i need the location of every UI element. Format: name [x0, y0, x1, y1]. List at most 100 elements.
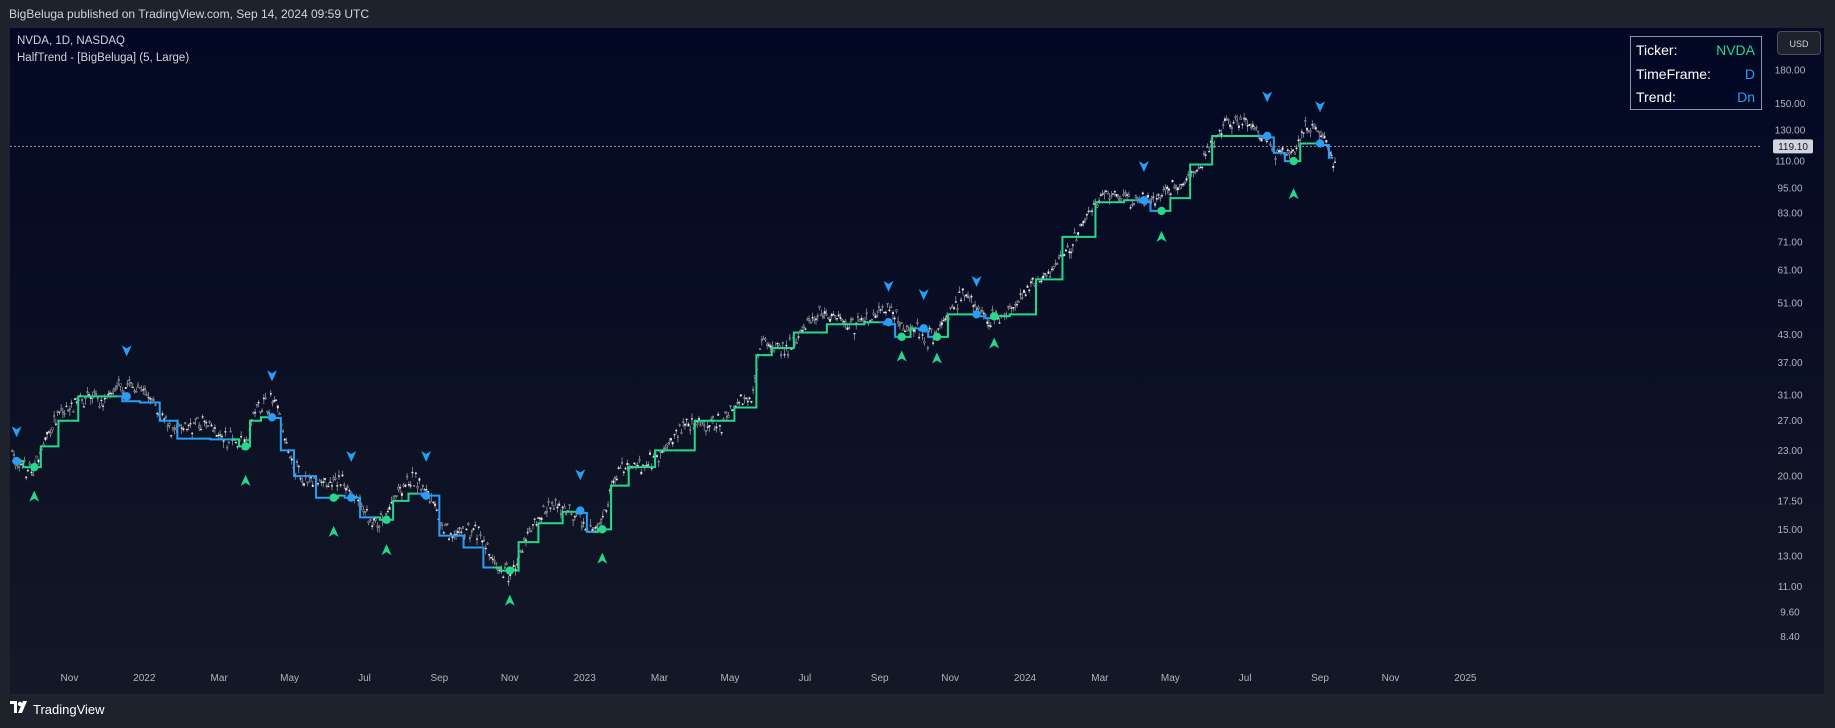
candle-body: [933, 331, 936, 334]
candle-body: [893, 317, 896, 320]
candle-body: [74, 398, 77, 400]
candle-body: [783, 353, 786, 356]
candle-body: [191, 432, 194, 435]
candle-body: [1208, 150, 1211, 153]
candle-body: [766, 343, 769, 346]
candle-body: [330, 485, 333, 487]
candle-body: [189, 423, 192, 425]
candle-body: [1092, 203, 1095, 205]
candle-body: [1150, 198, 1153, 200]
candle-body: [332, 477, 335, 480]
candle-body: [1292, 149, 1295, 152]
candle-body: [112, 389, 115, 392]
tradingview-logo-text[interactable]: TradingView: [33, 702, 105, 717]
indicator-title[interactable]: HalfTrend - [BigBeluga] (5, Large): [17, 52, 190, 64]
candle-body: [1293, 152, 1296, 155]
candle-body: [1091, 210, 1094, 212]
sell-dot: [884, 318, 893, 327]
candle-body: [1050, 268, 1053, 271]
candle-body: [1043, 273, 1046, 275]
candle-body: [102, 405, 105, 407]
candle-body: [1019, 293, 1022, 295]
candle-body: [1194, 171, 1197, 174]
x-axis[interactable]: Nov 2022 Mar May Jul Sep Nov 2023 Mar May Jul Sep No…: [61, 673, 1477, 684]
candle-body: [1227, 119, 1230, 121]
candle-body: [1265, 140, 1268, 143]
candle-body: [804, 328, 807, 330]
candle-body: [930, 328, 933, 330]
candle-body: [797, 336, 800, 338]
candle-body: [1070, 251, 1073, 254]
candle-body: [119, 383, 122, 387]
candle-body: [801, 329, 804, 332]
buy-dot: [932, 332, 942, 342]
buy-arrow-icon: [504, 594, 515, 606]
candle-body: [1225, 118, 1228, 120]
candle-body: [47, 431, 50, 433]
candle-body: [678, 424, 681, 427]
candle-body: [1012, 307, 1015, 309]
candle-body: [960, 299, 963, 302]
halftrend-segment: [637, 449, 673, 469]
candle-body: [884, 311, 887, 314]
candle-body: [975, 308, 978, 310]
candle-body: [1306, 127, 1309, 131]
halftrend-segment: [994, 313, 1026, 318]
candle-body: [282, 430, 285, 433]
sell-dot: [12, 456, 21, 466]
candle-body: [1316, 130, 1319, 132]
x-tick-label: Jul: [358, 673, 371, 684]
sell-arrow-icon: [1138, 161, 1149, 173]
candle-body: [323, 478, 326, 480]
candle-body: [537, 517, 540, 519]
chart-area[interactable]: [10, 28, 1824, 694]
candle-body: [276, 405, 279, 409]
candle-body: [194, 418, 197, 420]
candle-body: [659, 451, 662, 453]
currency-button[interactable]: USD: [1777, 31, 1821, 55]
candle-body: [107, 393, 110, 396]
candle-body: [942, 320, 945, 322]
sell-dot: [972, 310, 981, 319]
candle-body: [731, 409, 734, 412]
candle-body: [1152, 196, 1155, 198]
candle-body: [163, 418, 166, 420]
candle-body: [748, 397, 751, 400]
candle-body: [432, 501, 435, 504]
candle-body: [605, 510, 608, 512]
candle-body: [1068, 251, 1071, 254]
candle-body: [446, 523, 449, 525]
candle-body: [1049, 275, 1052, 278]
halftrend-segment: [602, 484, 620, 531]
info-row-trend: Trend: Dn: [1631, 86, 1761, 110]
candle-body: [1133, 203, 1136, 205]
candle-body: [617, 467, 620, 470]
candle-body: [769, 345, 772, 348]
candle-body: [956, 308, 959, 310]
candle-body: [322, 481, 325, 483]
y-axis[interactable]: 180.00 150.00 130.00 110.00 95.00 83.00 71.00 6…: [1775, 66, 1806, 643]
candle-body: [785, 344, 788, 347]
candle-body: [1087, 210, 1090, 213]
candle-body: [1314, 127, 1317, 130]
candle-body: [614, 477, 617, 479]
candle-body: [234, 441, 237, 444]
candle-body: [589, 524, 592, 527]
candle-body: [496, 568, 499, 571]
tradingview-logo-icon[interactable]: [10, 701, 30, 713]
candle-body: [1241, 123, 1244, 126]
candle-body: [715, 426, 718, 429]
info-row-ticker: Ticker: NVDA: [1631, 39, 1761, 63]
halftrend-segment: [342, 494, 347, 499]
candle-body: [1148, 200, 1151, 202]
buy-dot: [505, 566, 515, 575]
buy-dot: [382, 515, 391, 524]
candle-body: [1101, 193, 1104, 196]
candle-body: [829, 319, 832, 322]
y-tick-label: 31.00: [1777, 391, 1802, 402]
symbol-title[interactable]: NVDA, 1D, NASDAQ: [17, 35, 125, 47]
candle-body: [530, 530, 533, 533]
candle-body: [483, 539, 486, 542]
candle-body: [1239, 116, 1242, 120]
